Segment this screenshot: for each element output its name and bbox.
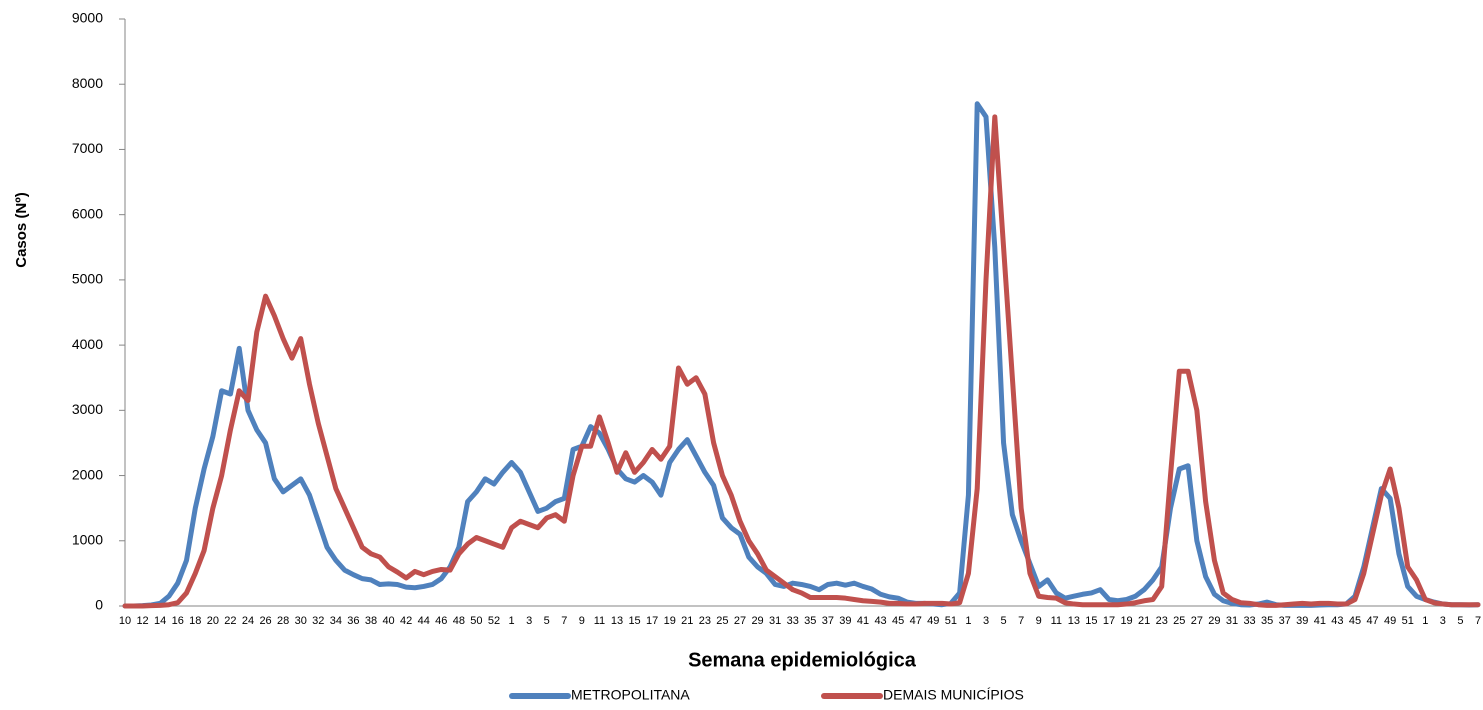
x-tick-label: 25 xyxy=(716,615,728,627)
x-tick-label: 5 xyxy=(1457,615,1463,627)
x-tick-label: 45 xyxy=(892,615,904,627)
x-tick-label: 47 xyxy=(910,615,922,627)
series-line xyxy=(122,114,1481,609)
x-tick-label: 15 xyxy=(1085,615,1097,627)
x-tick-label: 12 xyxy=(136,615,148,627)
x-tick-label: 19 xyxy=(664,615,676,627)
x-tick-label: 51 xyxy=(945,615,957,627)
x-tick-label: 27 xyxy=(1191,615,1203,627)
x-tick-label: 9 xyxy=(1036,615,1042,627)
x-tick-label: 1 xyxy=(1422,615,1428,627)
x-tick-label: 18 xyxy=(189,615,201,627)
x-tick-label: 17 xyxy=(1103,615,1115,627)
x-tick-label: 15 xyxy=(628,615,640,627)
x-tick-label: 1 xyxy=(965,615,971,627)
x-tick-label: 11 xyxy=(1051,615,1062,627)
x-tick-label: 3 xyxy=(526,615,532,627)
x-tick-label: 39 xyxy=(839,615,851,627)
x-tick-label: 5 xyxy=(544,615,550,627)
x-tick-label: 14 xyxy=(154,615,166,627)
x-tick-label: 23 xyxy=(1156,615,1168,627)
x-tick-label: 26 xyxy=(259,615,271,627)
x-tick-label: 5 xyxy=(1001,615,1007,627)
x-tick-label: 22 xyxy=(224,615,236,627)
x-tick-label: 29 xyxy=(1208,615,1220,627)
y-tick-label: 6000 xyxy=(72,205,103,221)
x-tick-label: 50 xyxy=(470,615,482,627)
x-tick-label: 41 xyxy=(857,615,869,627)
x-tick-label: 47 xyxy=(1366,615,1378,627)
x-tick-label: 48 xyxy=(453,615,465,627)
x-tick-label: 19 xyxy=(1120,615,1132,627)
x-tick-label: 16 xyxy=(172,615,184,627)
x-tick-label: 37 xyxy=(822,615,834,627)
legend-label: METROPOLITANA xyxy=(571,687,690,703)
x-tick-label: 1 xyxy=(509,615,515,627)
x-tick-label: 17 xyxy=(646,615,658,627)
x-tick-label: 42 xyxy=(400,615,412,627)
x-tick-label: 31 xyxy=(1226,615,1238,627)
y-tick-label: 1000 xyxy=(72,531,103,547)
x-tick-label: 38 xyxy=(365,615,377,627)
x-tick-label: 3 xyxy=(1440,615,1446,627)
x-tick-label: 13 xyxy=(1068,615,1080,627)
x-tick-label: 51 xyxy=(1402,615,1414,627)
x-tick-label: 13 xyxy=(611,615,623,627)
y-tick-label: 8000 xyxy=(72,75,103,91)
x-tick-label: 31 xyxy=(769,615,781,627)
x-axis-title: Semana epidemiológica xyxy=(688,649,917,671)
x-tick-label: 21 xyxy=(681,615,693,627)
x-tick-label: 49 xyxy=(1384,615,1396,627)
x-tick-label: 25 xyxy=(1173,615,1185,627)
x-tick-label: 30 xyxy=(295,615,307,627)
x-tick-label: 33 xyxy=(1243,615,1255,627)
x-tick-label: 37 xyxy=(1279,615,1291,627)
x-tick-label: 45 xyxy=(1349,615,1361,627)
series-line xyxy=(122,101,1481,609)
x-tick-label: 43 xyxy=(1331,615,1343,627)
x-tick-label: 23 xyxy=(699,615,711,627)
x-tick-label: 3 xyxy=(983,615,989,627)
x-tick-label: 52 xyxy=(488,615,500,627)
y-tick-label: 2000 xyxy=(72,466,103,482)
x-tick-label: 36 xyxy=(347,615,359,627)
y-tick-label: 0 xyxy=(95,597,103,613)
x-tick-label: 34 xyxy=(330,615,342,627)
x-tick-label: 41 xyxy=(1314,615,1326,627)
y-tick-label: 7000 xyxy=(72,140,103,156)
x-tick-label: 28 xyxy=(277,615,289,627)
x-tick-label: 7 xyxy=(561,615,567,627)
x-tick-label: 33 xyxy=(787,615,799,627)
x-tick-label: 7 xyxy=(1018,615,1024,627)
x-tick-label: 11 xyxy=(594,615,605,627)
x-tick-label: 10 xyxy=(119,615,131,627)
y-tick-label: 3000 xyxy=(72,401,103,417)
x-tick-label: 29 xyxy=(751,615,763,627)
legend-label: DEMAIS MUNICÍPIOS xyxy=(883,687,1024,703)
y-tick-label: 4000 xyxy=(72,336,103,352)
x-tick-label: 21 xyxy=(1138,615,1150,627)
x-tick-label: 7 xyxy=(1475,615,1481,627)
y-tick-label: 9000 xyxy=(72,10,103,26)
x-tick-label: 39 xyxy=(1296,615,1308,627)
x-tick-label: 43 xyxy=(874,615,886,627)
x-tick-label: 20 xyxy=(207,615,219,627)
x-tick-label: 44 xyxy=(418,615,430,627)
x-tick-label: 35 xyxy=(804,615,816,627)
y-axis-title: Casos (Nº) xyxy=(13,192,30,268)
x-tick-label: 46 xyxy=(435,615,447,627)
x-tick-label: 35 xyxy=(1261,615,1273,627)
x-tick-label: 27 xyxy=(734,615,746,627)
x-tick-label: 32 xyxy=(312,615,324,627)
x-tick-label: 40 xyxy=(382,615,394,627)
x-tick-label: 24 xyxy=(242,615,254,627)
x-tick-label: 49 xyxy=(927,615,939,627)
x-tick-label: 9 xyxy=(579,615,585,627)
y-tick-label: 5000 xyxy=(72,271,103,287)
